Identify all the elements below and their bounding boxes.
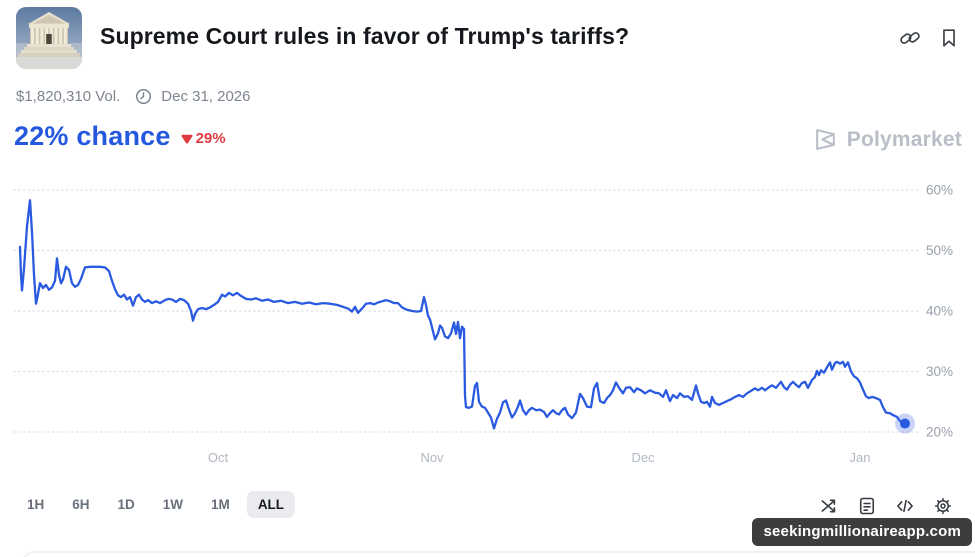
y-axis-label: 40% xyxy=(926,304,953,319)
embed-button[interactable] xyxy=(895,496,915,516)
x-axis-label: Dec xyxy=(631,450,655,465)
chart-settings-icon xyxy=(934,497,952,515)
next-section-edge xyxy=(22,551,975,557)
site-watermark: seekingmillionaireapp.com xyxy=(752,518,972,546)
chart-toolbar xyxy=(819,496,953,516)
brand-watermark: Polymarket xyxy=(813,127,962,152)
timeframe-all[interactable]: ALL xyxy=(246,491,296,518)
market-thumbnail xyxy=(16,7,82,69)
chance-value: 22% chance xyxy=(14,121,171,151)
volume-label: $1,820,310 Vol. xyxy=(16,88,121,105)
end-date-label: Dec 31, 2026 xyxy=(161,88,251,105)
link-icon xyxy=(900,32,920,44)
x-axis-label: Nov xyxy=(420,450,444,465)
price-chart[interactable]: 60% 50% 40% 30% 20% Oct Nov Dec Jan xyxy=(0,175,975,470)
market-meta: $1,820,310 Vol. Dec 31, 2026 xyxy=(16,88,251,105)
copy-link-button[interactable] xyxy=(899,27,921,49)
price-change: 29% xyxy=(181,126,226,147)
y-axis-label: 30% xyxy=(926,364,953,379)
polymarket-logo-icon xyxy=(815,129,835,150)
clock-icon xyxy=(135,88,152,105)
timeframe-6h[interactable]: 6H xyxy=(61,491,100,518)
timeframe-1h[interactable]: 1H xyxy=(16,491,55,518)
shuffle-button[interactable] xyxy=(819,496,839,516)
shuffle-icon xyxy=(821,499,836,513)
timeframe-1w[interactable]: 1W xyxy=(152,491,194,518)
news-button[interactable] xyxy=(857,496,877,516)
timeframe-1d[interactable]: 1D xyxy=(107,491,146,518)
chance-row: 22% chance 29% xyxy=(14,121,226,152)
bookmark-button[interactable] xyxy=(938,27,960,49)
y-axis-label: 60% xyxy=(926,183,953,198)
x-axis-label: Jan xyxy=(850,450,871,465)
brand-name: Polymarket xyxy=(846,127,962,151)
news-icon xyxy=(859,497,875,515)
settings-button[interactable] xyxy=(933,496,953,516)
header-actions xyxy=(899,27,960,49)
market-title: Supreme Court rules in favor of Trump's … xyxy=(100,23,630,49)
y-axis-label: 20% xyxy=(926,425,953,440)
price-line xyxy=(18,199,907,430)
bookmark-icon xyxy=(943,29,955,47)
current-price-dot xyxy=(900,418,910,429)
y-axis-label: 50% xyxy=(926,243,953,258)
timeframe-1m[interactable]: 1M xyxy=(200,491,241,518)
x-axis-label: Oct xyxy=(208,450,229,465)
down-arrow-icon xyxy=(181,134,193,144)
embed-code-icon xyxy=(897,499,913,513)
timeframe-selector: 1H 6H 1D 1W 1M ALL xyxy=(16,491,296,518)
change-value: 29% xyxy=(195,130,226,147)
supreme-court-building-icon xyxy=(16,7,82,69)
